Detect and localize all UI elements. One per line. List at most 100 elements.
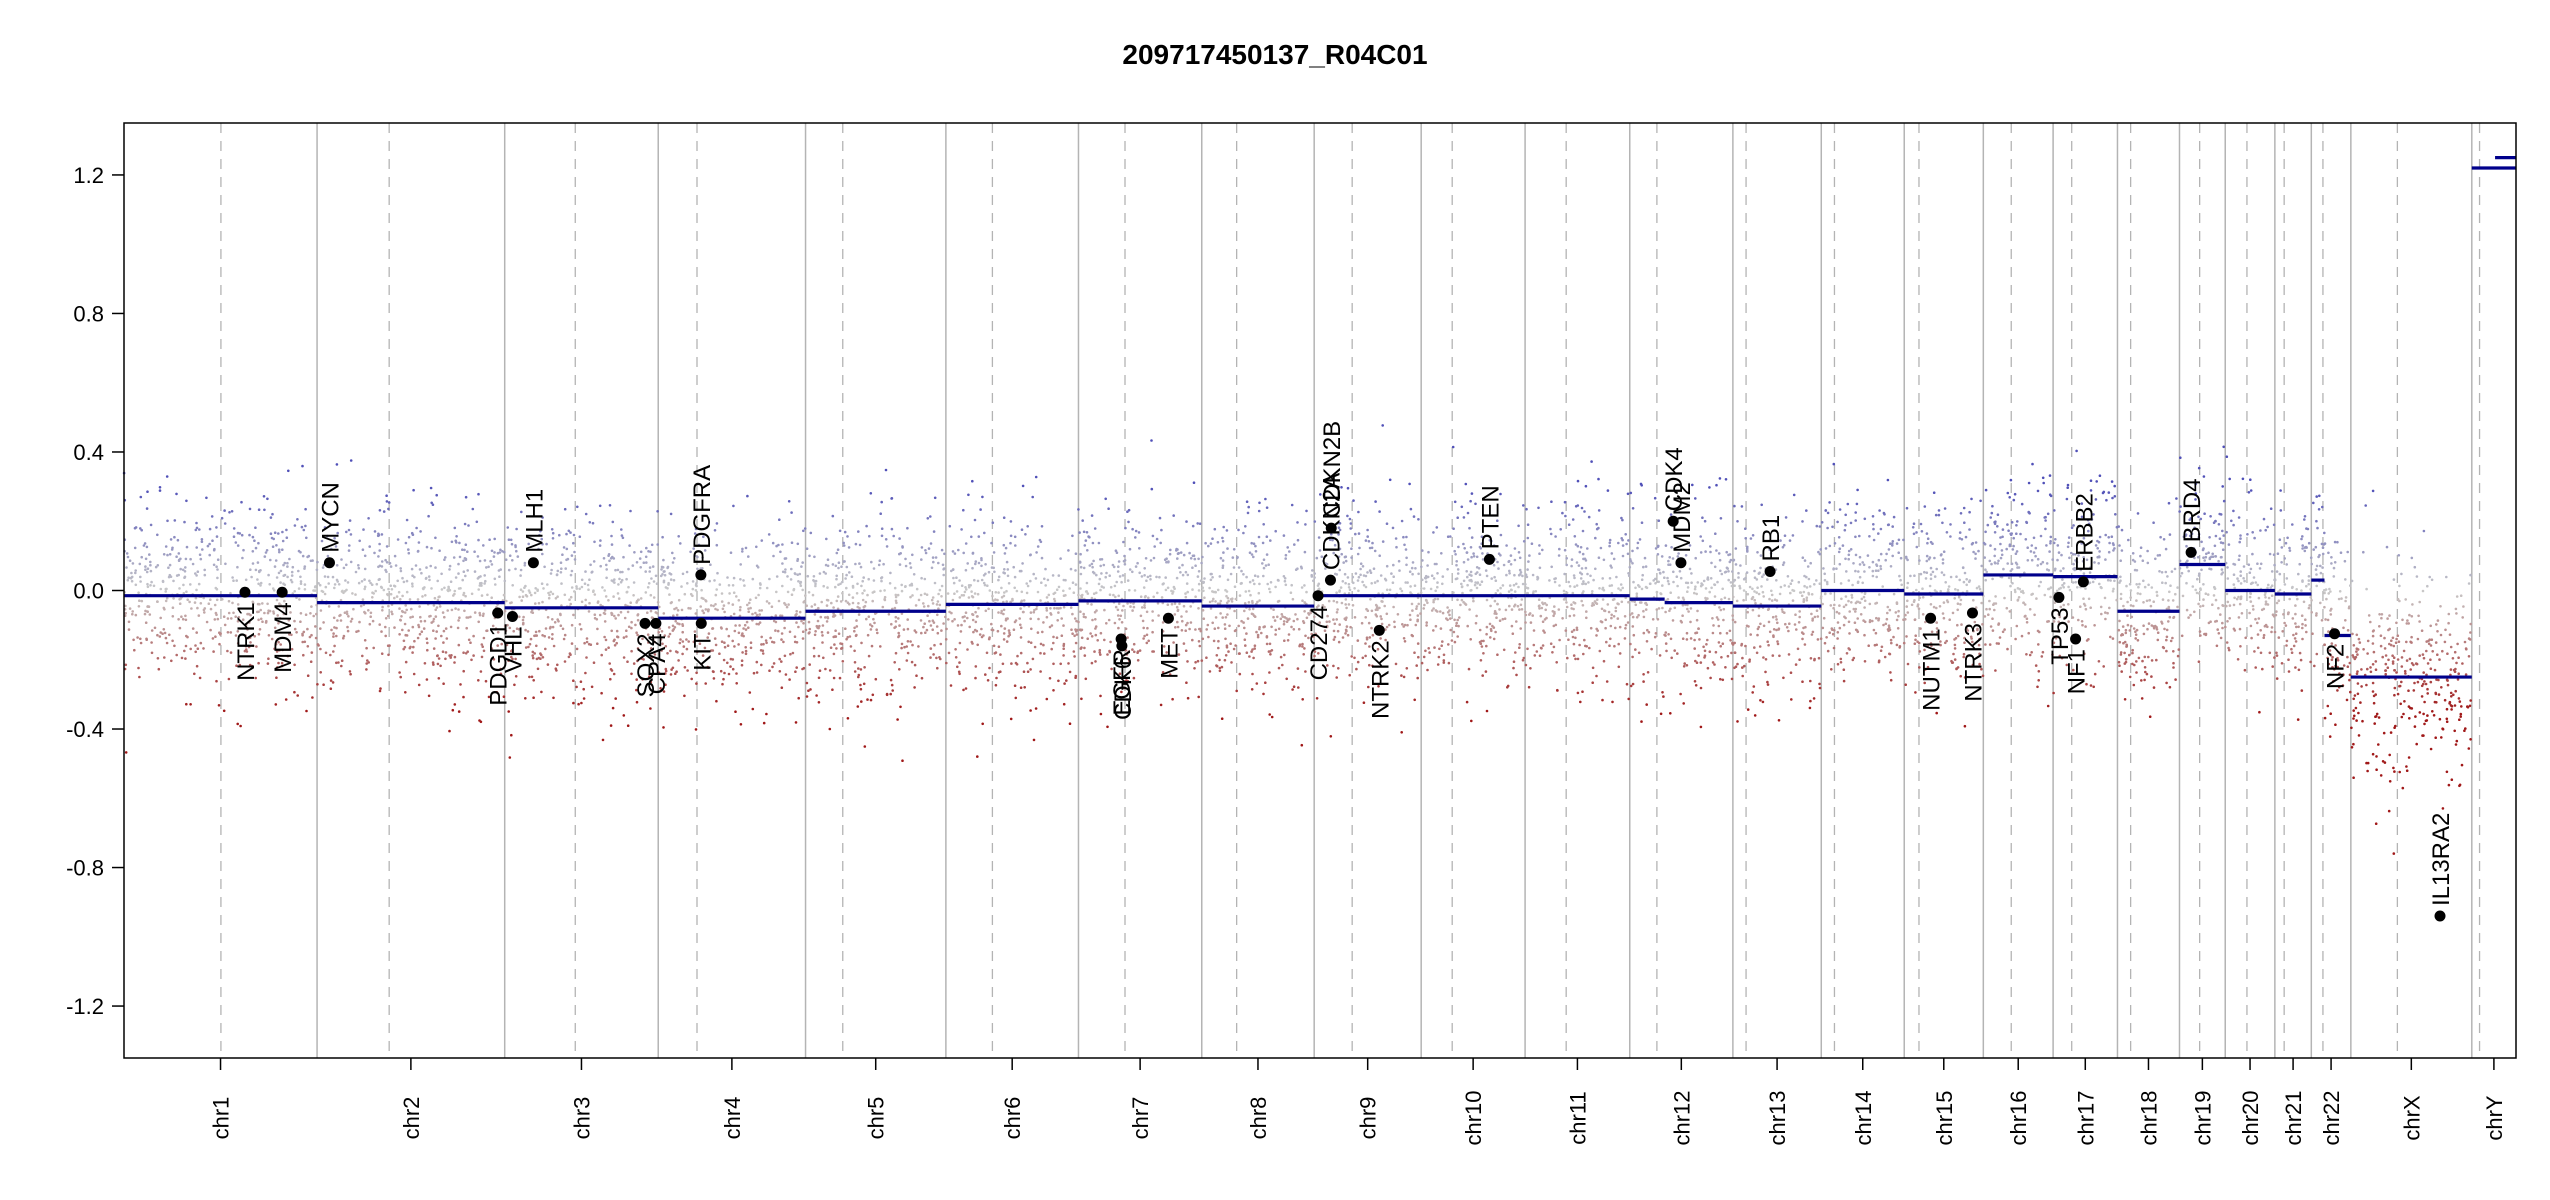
probe-point (236, 630, 240, 633)
probe-point (399, 675, 403, 679)
probe-point (342, 566, 346, 570)
probe-point (744, 546, 748, 550)
probe-point (1208, 586, 1211, 590)
probe-point (169, 538, 173, 541)
probe-point (1673, 606, 1677, 610)
probe-point (981, 722, 984, 726)
probe-point (1801, 637, 1804, 641)
probe-point (1782, 543, 1786, 547)
probe-point (1456, 572, 1460, 575)
probe-point (845, 573, 848, 577)
probe-point (1056, 619, 1059, 622)
probe-point (1036, 631, 1040, 634)
probe-point (1245, 500, 1249, 504)
probe-point (734, 624, 737, 627)
probe-point (1000, 596, 1004, 599)
probe-point (1788, 539, 1792, 542)
probe-point (1575, 626, 1579, 630)
probe-point (449, 580, 453, 583)
probe-point (980, 578, 984, 582)
probe-point (1196, 659, 1200, 663)
probe-point (649, 550, 652, 554)
probe-point (232, 579, 235, 582)
probe-point (656, 600, 660, 604)
probe-point (709, 563, 712, 566)
probe-point (1035, 551, 1038, 554)
probe-point (551, 637, 554, 641)
probe-point (1415, 607, 1418, 610)
probe-point (143, 612, 147, 616)
probe-point (1694, 684, 1698, 687)
probe-point (1510, 608, 1514, 611)
probe-point (1734, 563, 1738, 566)
probe-point (932, 653, 935, 656)
probe-point (832, 614, 836, 618)
probe-point (1411, 572, 1414, 576)
probe-point (990, 541, 993, 545)
probe-point (458, 616, 461, 619)
probe-point (327, 582, 331, 585)
probe-point (954, 656, 958, 659)
probe-point (1663, 576, 1666, 579)
probe-point (1608, 584, 1612, 588)
probe-point (938, 588, 942, 592)
probe-point (556, 663, 559, 667)
probe-point (1338, 522, 1342, 525)
probe-point (1457, 545, 1460, 549)
probe-point (604, 595, 608, 598)
probe-point (537, 601, 541, 605)
probe-point (235, 579, 238, 582)
probe-point (1456, 635, 1459, 638)
probe-point (1291, 688, 1294, 691)
probe-point (1470, 555, 1473, 559)
probe-point (1171, 697, 1174, 701)
probe-point (1587, 515, 1591, 519)
probe-point (411, 533, 415, 536)
probe-point (515, 527, 518, 531)
probe-point (1476, 582, 1479, 585)
probe-point (290, 570, 294, 574)
probe-point (770, 605, 774, 608)
probe-point (126, 578, 130, 582)
probe-point (1666, 576, 1669, 580)
probe-point (990, 622, 993, 626)
probe-point (1374, 500, 1377, 503)
probe-point (1186, 660, 1189, 663)
probe-point (1752, 685, 1756, 688)
probe-point (1373, 549, 1377, 553)
probe-point (407, 548, 410, 551)
probe-point (426, 641, 429, 645)
probe-point (1617, 587, 1620, 590)
probe-point (739, 578, 742, 581)
probe-point (1003, 627, 1007, 630)
probe-point (1409, 585, 1412, 588)
probe-point (1094, 633, 1098, 637)
probe-point (669, 512, 673, 516)
probe-point (1779, 585, 1783, 589)
probe-point (726, 644, 730, 647)
probe-point (803, 599, 806, 603)
probe-point (1805, 599, 1809, 602)
probe-point (428, 578, 431, 582)
probe-point (1323, 629, 1327, 632)
probe-point (680, 585, 683, 588)
probe-point (1385, 522, 1389, 525)
probe-point (360, 580, 364, 583)
probe-point (1471, 596, 1475, 600)
probe-point (1002, 516, 1006, 519)
probe-point (627, 585, 630, 589)
probe-point (1105, 571, 1108, 575)
probe-point (1610, 591, 1614, 595)
probe-point (230, 510, 234, 513)
probe-point (482, 544, 485, 547)
probe-point (920, 558, 923, 561)
probe-point (1819, 548, 1822, 551)
probe-point (588, 601, 591, 605)
probe-point (1478, 583, 1482, 586)
probe-point (380, 586, 384, 589)
probe-point (438, 605, 442, 608)
probe-point (228, 511, 231, 514)
probe-point (330, 547, 333, 551)
probe-point (1676, 584, 1679, 588)
probe-point (1411, 609, 1414, 612)
